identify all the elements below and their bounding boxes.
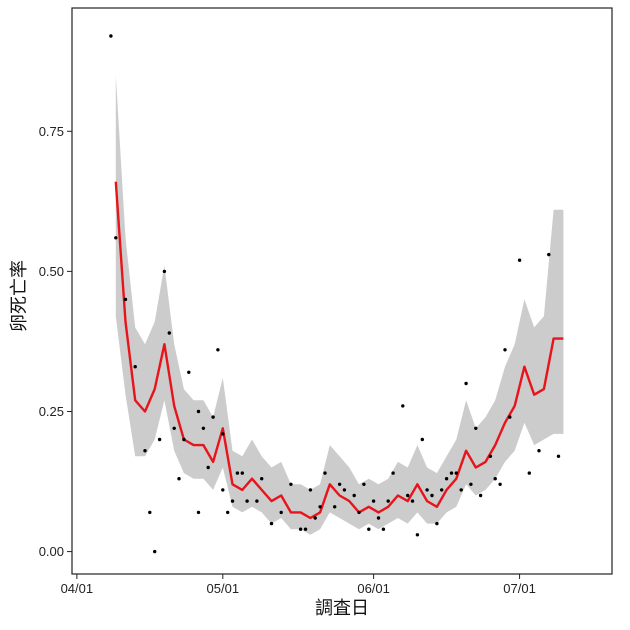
y-axis-title: 卵死亡率: [9, 260, 30, 332]
data-point: [459, 488, 463, 492]
data-point: [148, 510, 152, 515]
data-point: [308, 488, 313, 492]
data-point: [196, 510, 201, 515]
data-point: [187, 370, 191, 374]
data-point: [371, 499, 376, 503]
data-point: [123, 297, 128, 302]
data-point: [279, 510, 283, 515]
data-point: [493, 477, 497, 481]
data-point: [240, 471, 244, 475]
data-point: [216, 348, 220, 352]
data-point: [226, 510, 230, 515]
data-point: [323, 471, 327, 475]
data-point: [221, 432, 225, 436]
data-point: [381, 527, 386, 531]
confidence-ribbon: [115, 75, 564, 535]
x-tick-label: 06/01: [357, 581, 390, 596]
data-point: [333, 505, 337, 509]
data-point: [337, 482, 342, 486]
data-point: [230, 499, 235, 503]
data-point: [420, 437, 424, 442]
data-point: [342, 488, 347, 492]
data-point: [425, 488, 429, 492]
data-point: [357, 510, 361, 515]
data-point: [464, 381, 468, 386]
x-axis-ticks: 04/01 05/01 06/01 07/01: [61, 574, 536, 596]
data-point: [245, 499, 249, 503]
data-point: [255, 499, 259, 503]
y-axis-ticks: 0.00 0.25 0.50 0.75: [39, 124, 72, 559]
data-point: [260, 477, 264, 481]
data-point: [508, 415, 512, 419]
data-point: [537, 449, 541, 453]
x-tick-label: 07/01: [503, 581, 536, 596]
data-point: [376, 516, 381, 520]
data-point: [503, 348, 507, 352]
data-point: [206, 465, 210, 470]
data-point: [196, 409, 201, 414]
y-tick-label: 0.50: [39, 264, 64, 279]
data-point: [362, 482, 366, 486]
data-point: [449, 471, 454, 475]
data-point: [469, 482, 473, 486]
data-point: [498, 482, 502, 486]
data-point: [444, 477, 449, 481]
data-point: [313, 516, 317, 520]
data-point: [406, 493, 410, 498]
observed-points-layer: [109, 34, 561, 554]
data-point: [157, 437, 162, 442]
data-point: [269, 521, 274, 526]
data-point: [298, 527, 303, 531]
data-point: [201, 426, 206, 430]
confidence-ribbon-layer: [115, 75, 564, 535]
x-tick-label: 04/01: [61, 581, 94, 596]
data-point: [114, 236, 118, 240]
data-point: [440, 488, 444, 492]
data-point: [133, 365, 137, 369]
data-point: [167, 331, 171, 335]
y-tick-label: 0.00: [39, 544, 64, 559]
data-point: [410, 499, 415, 503]
data-point: [391, 471, 395, 475]
data-point: [478, 493, 483, 498]
data-point: [289, 482, 293, 486]
data-point: [415, 533, 420, 537]
data-point: [367, 527, 371, 531]
data-point: [182, 437, 186, 442]
x-tick-label: 05/01: [207, 581, 240, 596]
data-point: [454, 471, 458, 475]
data-point: [527, 471, 531, 475]
data-point: [556, 454, 561, 458]
data-point: [177, 477, 181, 481]
data-point: [488, 454, 493, 458]
data-point: [435, 521, 439, 526]
plot-frame: [71, 7, 613, 575]
data-point: [211, 415, 215, 419]
y-tick-label: 0.25: [39, 404, 64, 419]
data-point: [162, 269, 167, 274]
data-point: [430, 493, 434, 498]
data-point: [386, 499, 390, 503]
data-point: [474, 426, 478, 430]
data-point: [143, 449, 147, 453]
data-point: [517, 258, 522, 262]
data-point: [318, 505, 322, 509]
data-point: [153, 549, 157, 554]
data-point: [221, 488, 225, 492]
data-point: [172, 426, 176, 430]
data-point: [303, 527, 308, 531]
data-point: [235, 471, 240, 475]
data-point: [547, 252, 551, 257]
data-point: [352, 493, 356, 498]
y-tick-label: 0.75: [39, 124, 64, 139]
data-point: [401, 404, 405, 408]
data-point: [109, 34, 113, 38]
x-axis-title: 調査日: [315, 598, 369, 619]
